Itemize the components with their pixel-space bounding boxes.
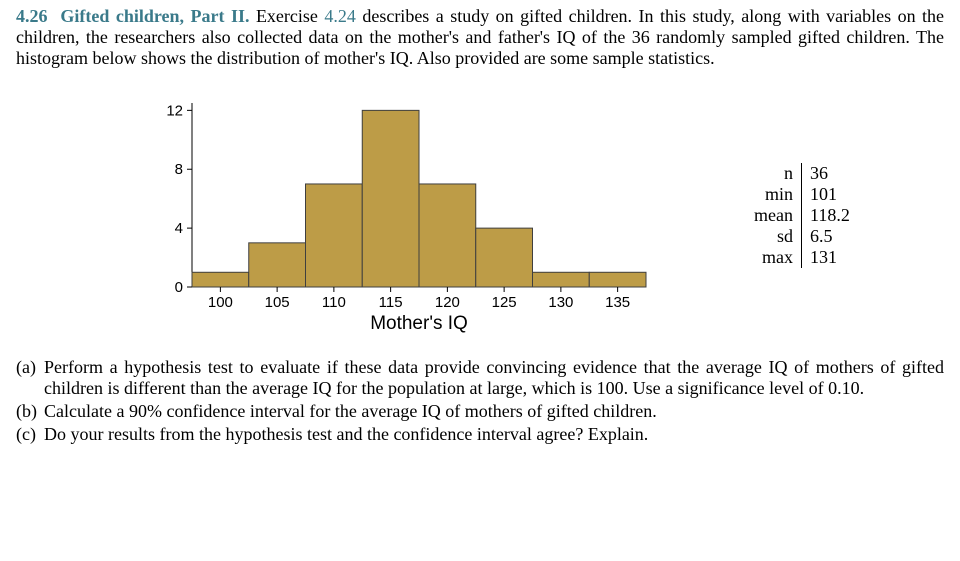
question-label: (c) bbox=[16, 424, 44, 445]
svg-text:115: 115 bbox=[379, 294, 403, 311]
question-c: (c) Do your results from the hypothesis … bbox=[16, 424, 944, 445]
svg-text:100: 100 bbox=[208, 294, 233, 311]
svg-text:12: 12 bbox=[166, 102, 183, 119]
stats-row: min101 bbox=[746, 184, 858, 205]
svg-text:120: 120 bbox=[435, 294, 460, 311]
problem-intro: 4.26 Gifted children, Part II. Exercise … bbox=[16, 6, 944, 69]
question-text: Do your results from the hypothesis test… bbox=[44, 424, 944, 445]
stats-row: mean118.2 bbox=[746, 205, 858, 226]
stats-row: n36 bbox=[746, 163, 858, 184]
svg-text:135: 135 bbox=[605, 294, 630, 311]
figure-row: 0 4 8 12 100 105 110 115 120 125 130 135 Mother's IQ… bbox=[16, 95, 944, 335]
problem-number: 4.26 bbox=[16, 6, 48, 26]
question-text: Perform a hypothesis test to evaluate if… bbox=[44, 357, 944, 399]
question-label: (b) bbox=[16, 401, 44, 422]
stats-value: 131 bbox=[801, 247, 857, 268]
svg-text:4: 4 bbox=[175, 220, 183, 237]
problem-title: Gifted children, Part II. bbox=[60, 6, 249, 26]
stats-row: max131 bbox=[746, 247, 858, 268]
stats-value: 6.5 bbox=[801, 226, 857, 247]
question-label: (a) bbox=[16, 357, 44, 399]
svg-text:105: 105 bbox=[265, 294, 290, 311]
stats-value: 101 bbox=[801, 184, 857, 205]
exercise-page: 4.26 Gifted children, Part II. Exercise … bbox=[0, 0, 960, 455]
question-a: (a) Perform a hypothesis test to evaluat… bbox=[16, 357, 944, 399]
stats-key: sd bbox=[746, 226, 801, 247]
svg-text:0: 0 bbox=[175, 279, 183, 296]
question-text: Calculate a 90% confidence interval for … bbox=[44, 401, 944, 422]
stats-key: max bbox=[746, 247, 801, 268]
question-list: (a) Perform a hypothesis test to evaluat… bbox=[16, 357, 944, 445]
histogram-svg: 0 4 8 12 100 105 110 115 120 125 130 135 Mother's IQ bbox=[146, 95, 656, 335]
stats-key: min bbox=[746, 184, 801, 205]
stats-value: 118.2 bbox=[801, 205, 857, 226]
stats-table: n36min101mean118.2sd6.5max131 bbox=[746, 163, 858, 268]
stats-value: 36 bbox=[801, 163, 857, 184]
svg-text:8: 8 bbox=[175, 161, 183, 178]
summary-stats: n36min101mean118.2sd6.5max131 bbox=[746, 163, 858, 268]
svg-text:125: 125 bbox=[492, 294, 517, 311]
svg-text:Mother's IQ: Mother's IQ bbox=[370, 313, 468, 334]
histogram-chart: 0 4 8 12 100 105 110 115 120 125 130 135 Mother's IQ bbox=[146, 95, 706, 335]
svg-text:110: 110 bbox=[322, 294, 346, 311]
stats-key: mean bbox=[746, 205, 801, 226]
question-b: (b) Calculate a 90% confidence interval … bbox=[16, 401, 944, 422]
svg-text:130: 130 bbox=[548, 294, 573, 311]
exercise-ref: 4.24 bbox=[324, 6, 356, 26]
stats-key: n bbox=[746, 163, 801, 184]
intro-pre: Exercise bbox=[256, 6, 324, 26]
stats-row: sd6.5 bbox=[746, 226, 858, 247]
